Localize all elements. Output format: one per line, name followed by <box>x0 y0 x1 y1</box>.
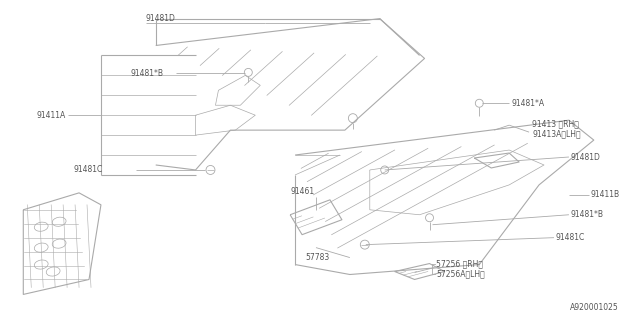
Text: 57783: 57783 <box>305 253 330 262</box>
Text: 91413A〈LH〉: 91413A〈LH〉 <box>532 130 580 139</box>
Text: 57256 〈RH〉: 57256 〈RH〉 <box>436 259 483 268</box>
Text: 91411A: 91411A <box>36 111 65 120</box>
Text: 91461: 91461 <box>290 188 314 196</box>
Text: 57256A〈LH〉: 57256A〈LH〉 <box>436 269 485 278</box>
Text: 91481D: 91481D <box>571 153 601 162</box>
Text: 91481*B: 91481*B <box>131 69 164 78</box>
Text: 91481C: 91481C <box>73 165 102 174</box>
Text: 91481D: 91481D <box>146 14 175 23</box>
Text: 91413 〈RH〉: 91413 〈RH〉 <box>532 120 579 129</box>
Text: A920001025: A920001025 <box>570 303 619 312</box>
Text: 91411B: 91411B <box>591 190 620 199</box>
Text: 91481C: 91481C <box>556 233 585 242</box>
Text: 91481*B: 91481*B <box>571 210 604 219</box>
Text: 91481*A: 91481*A <box>511 99 544 108</box>
